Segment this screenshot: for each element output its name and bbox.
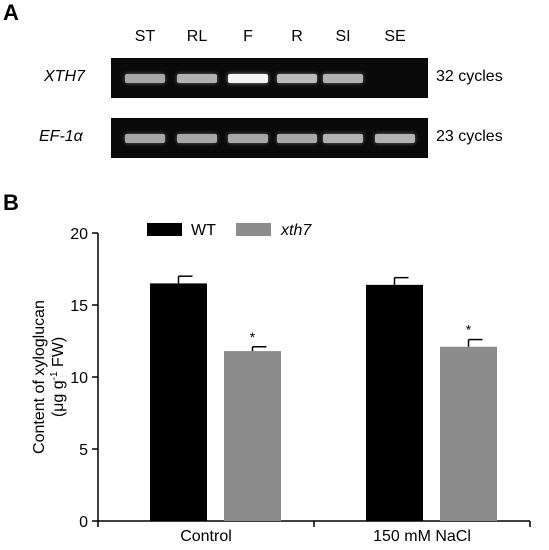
y-axis-label-line2: (μg g-1 FW) — [49, 337, 67, 417]
legend-swatch — [236, 223, 271, 236]
lane-label-se: SE — [384, 28, 406, 45]
legend-swatch — [147, 223, 182, 236]
x-category-label: Control — [180, 528, 232, 545]
lane-label-f: F — [243, 28, 253, 45]
significance-marker: * — [466, 322, 472, 338]
y-axis-label: Content of xyloglucan (μg g-1 FW) — [31, 300, 67, 454]
cycle-label-ef1a: 23 cycles — [436, 128, 503, 145]
bar — [224, 351, 281, 521]
bar — [150, 283, 207, 521]
y-tick-label: 5 — [79, 442, 88, 459]
y-tick-label: 15 — [70, 298, 88, 315]
significance-marker: * — [250, 329, 256, 345]
gel-band — [177, 74, 217, 83]
y-tick-label: 10 — [70, 370, 88, 387]
x-category-label: 150 mM NaCl — [373, 528, 471, 545]
gene-label-xth7: XTH7 — [44, 68, 85, 85]
lane-label-st: ST — [134, 28, 156, 45]
gel-band — [228, 134, 268, 143]
gel-band — [277, 74, 317, 83]
bar — [366, 284, 423, 521]
cycle-label-xth7: 32 cycles — [436, 68, 503, 85]
gel-band — [323, 134, 363, 143]
legend-label: xth7 — [280, 222, 312, 239]
gene-label-ef1a: EF-1α — [39, 128, 83, 145]
gel-band — [323, 74, 363, 83]
bar — [440, 346, 497, 521]
lane-label-rl: RL — [186, 28, 208, 45]
gel-image-ef1a — [111, 118, 428, 158]
gel-band — [125, 74, 165, 83]
gel-band — [228, 74, 268, 83]
panel-a-letter: A — [3, 0, 19, 25]
gel-image-xth7 — [111, 58, 428, 98]
y-tick-label: 0 — [79, 514, 88, 531]
y-tick-label: 20 — [70, 226, 88, 243]
lane-label-r: R — [291, 28, 303, 45]
gel-band — [125, 134, 165, 143]
gel-band — [375, 134, 415, 143]
gel-band — [177, 134, 217, 143]
legend-label: WT — [191, 222, 216, 239]
panel-b-letter: B — [3, 190, 19, 215]
gel-band — [277, 134, 317, 143]
lane-label-si: SI — [335, 28, 351, 45]
y-axis-label-line1: Content of xyloglucan — [31, 300, 48, 454]
